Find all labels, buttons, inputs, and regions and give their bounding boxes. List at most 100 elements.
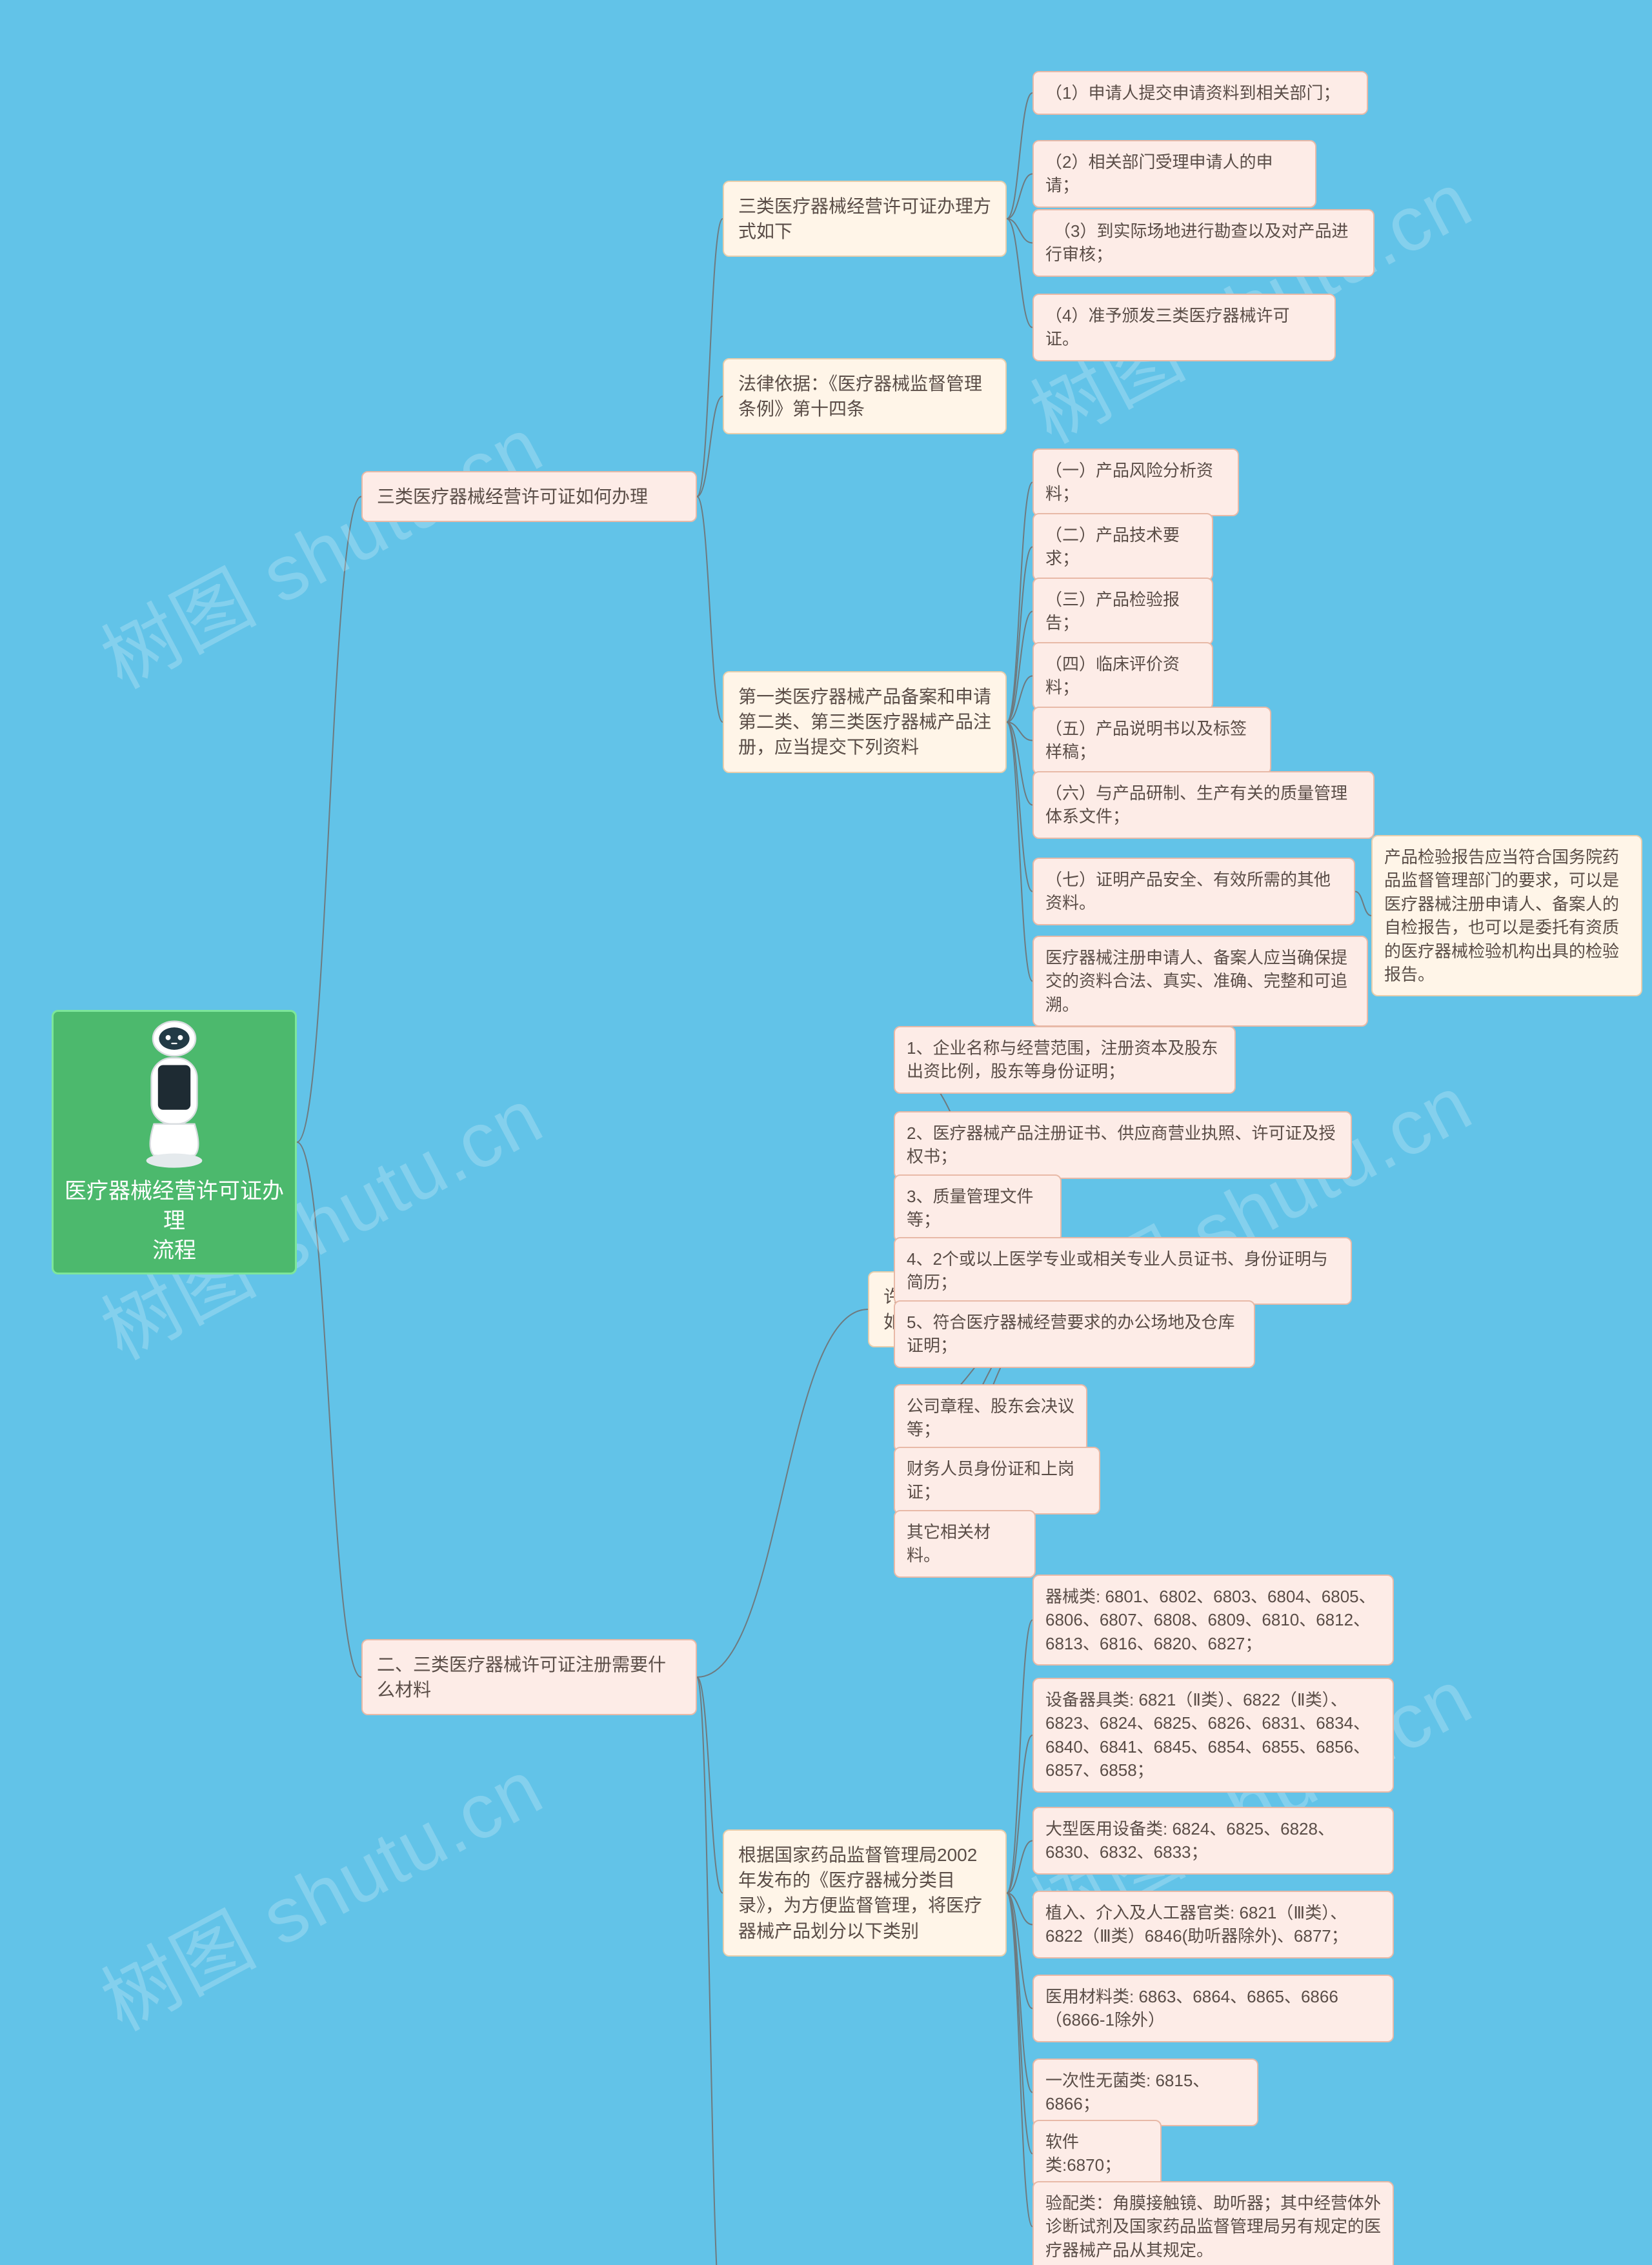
mindmap-node[interactable]: 植入、介入及人工器官类: 6821（Ⅲ类）、6822（Ⅲ类）6846(助听器除外… <box>1032 1891 1394 1958</box>
node-text: 第一类医疗器械产品备案和申请第二类、第三类医疗器械产品注册，应当提交下列资料 <box>738 687 991 757</box>
connector-line <box>1007 722 1032 892</box>
mindmap-node[interactable]: 软件类:6870； <box>1032 2120 1162 2188</box>
connector-line <box>1007 1893 1032 2227</box>
mindmap-node[interactable]: （七）证明产品安全、有效所需的其他资料。 <box>1032 858 1355 925</box>
connector-line <box>1007 722 1032 982</box>
mindmap-canvas: 树图 shutu.cn树图 shutu.cn树图 shutu.cn树图 shut… <box>0 0 1652 2265</box>
connector-line <box>697 1309 868 1677</box>
mindmap-node[interactable]: 第一类医疗器械产品备案和申请第二类、第三类医疗器械产品注册，应当提交下列资料 <box>723 671 1007 773</box>
mindmap-node[interactable]: （2）相关部门受理申请人的申请； <box>1032 140 1316 208</box>
node-text: 医用材料类: 6863、6864、6865、6866（6866-1除外） <box>1045 1987 1338 2029</box>
mindmap-node[interactable]: （三）产品检验报告； <box>1032 578 1213 645</box>
mindmap-node[interactable]: 三类医疗器械经营许可证办理方式如下 <box>723 181 1007 257</box>
connector-line <box>1007 722 1032 805</box>
mindmap-node[interactable]: 法律依据：《医疗器械监督管理条例》第十四条 <box>723 358 1007 434</box>
node-text: 器械类: 6801、6802、6803、6804、6805、6806、6807、… <box>1045 1587 1376 1653</box>
node-text: 财务人员身份证和上岗证； <box>907 1459 1074 1502</box>
connector-line <box>1007 219 1032 243</box>
mindmap-node[interactable]: 设备器具类: 6821（Ⅱ类）、6822（Ⅱ类）、6823、6824、6825、… <box>1032 1678 1394 1793</box>
node-text: 验配类：角膜接触镜、助听器；其中经营体外诊断试剂及国家药品监督管理局另有规定的医… <box>1045 2193 1381 2260</box>
mindmap-node[interactable]: 财务人员身份证和上岗证； <box>894 1447 1100 1515</box>
mindmap-node[interactable]: 5、符合医疗器械经营要求的办公场地及仓库证明； <box>894 1300 1255 1368</box>
node-text: 医疗器械注册申请人、备案人应当确保提交的资料合法、真实、准确、完整和可追溯。 <box>1045 948 1347 1014</box>
mindmap-node[interactable]: 根据国家药品监督管理局2002年发布的《医疗器械分类目录》，为方便监督管理，将医… <box>723 1829 1007 1957</box>
node-text: 三类医疗器械经营许可证如何办理 <box>377 487 648 507</box>
connector-line <box>1007 219 1032 328</box>
node-text: （4）准予颁发三类医疗器械许可证。 <box>1045 306 1289 348</box>
root-title: 医疗器械经营许可证办理 流程 <box>60 1177 288 1266</box>
mindmap-node[interactable]: 大型医用设备类: 6824、6825、6828、6830、6832、6833； <box>1032 1807 1394 1875</box>
connector-line <box>1007 1735 1032 1893</box>
mindmap-node[interactable]: （一）产品风险分析资料； <box>1032 448 1239 516</box>
mindmap-node[interactable]: （3）到实际场地进行勘查以及对产品进行审核； <box>1032 209 1375 277</box>
connector-line <box>697 396 723 497</box>
connector-line <box>1007 1841 1032 1893</box>
node-text: 1、企业名称与经营范围，注册资本及股东出资比例，股东等身份证明； <box>907 1038 1218 1081</box>
mindmap-node[interactable]: 公司章程、股东会决议等； <box>894 1384 1087 1452</box>
mindmap-node[interactable]: （二）产品技术要求； <box>1032 513 1213 581</box>
node-text: 5、符合医疗器械经营要求的办公场地及仓库证明； <box>907 1313 1234 1355</box>
node-text: （七）证明产品安全、有效所需的其他资料。 <box>1045 870 1331 912</box>
node-text: 三类医疗器械经营许可证办理方式如下 <box>738 196 991 241</box>
connector-line <box>1007 1893 1032 2093</box>
mindmap-node[interactable]: （4）准予颁发三类医疗器械许可证。 <box>1032 294 1336 361</box>
watermark-text: 树图 shutu.cn <box>89 1744 556 2047</box>
connector-line <box>1007 676 1032 723</box>
connector-line <box>1007 722 1032 741</box>
node-text: 植入、介入及人工器官类: 6821（Ⅲ类）、6822（Ⅲ类）6846(助听器除外… <box>1045 1903 1348 1946</box>
node-text: 4、2个或以上医学专业或相关专业人员证书、身份证明与简历； <box>907 1249 1328 1292</box>
node-text: （二）产品技术要求； <box>1045 525 1180 568</box>
node-text: （3）到实际场地进行勘查以及对产品进行审核； <box>1045 221 1348 264</box>
connector-line <box>1007 1893 1032 2009</box>
mindmap-node[interactable]: （五）产品说明书以及标签样稿； <box>1032 707 1271 774</box>
connector-line <box>697 1677 723 2265</box>
mindmap-node[interactable]: 医疗器械注册申请人、备案人应当确保提交的资料合法、真实、准确、完整和可追溯。 <box>1032 936 1368 1027</box>
node-text: 大型医用设备类: 6824、6825、6828、6830、6832、6833； <box>1045 1819 1335 1862</box>
node-text: （四）临床评价资料； <box>1045 654 1180 697</box>
node-text: （六）与产品研制、生产有关的质量管理体系文件； <box>1045 783 1347 826</box>
node-text: 产品检验报告应当符合国务院药品监督管理部门的要求，可以是医疗器械注册申请人、备案… <box>1384 847 1619 984</box>
mindmap-node[interactable]: （1）申请人提交申请资料到相关部门； <box>1032 71 1368 115</box>
mindmap-node[interactable]: 其它相关材料。 <box>894 1510 1036 1578</box>
mindmap-node[interactable]: 4、2个或以上医学专业或相关专业人员证书、身份证明与简历； <box>894 1237 1352 1305</box>
connector-line <box>297 1142 361 1677</box>
node-text: 公司章程、股东会决议等； <box>907 1396 1074 1439</box>
connector-line <box>697 219 723 497</box>
mindmap-node[interactable]: 医用材料类: 6863、6864、6865、6866（6866-1除外） <box>1032 1975 1394 2042</box>
mindmap-node[interactable]: 3、质量管理文件等； <box>894 1174 1062 1242</box>
connector-line <box>1007 612 1032 723</box>
node-text: （一）产品风险分析资料； <box>1045 461 1213 503</box>
connector-line <box>297 497 361 1143</box>
connector-line <box>1007 1893 1032 1925</box>
mindmap-node[interactable]: 二、三类医疗器械许可证注册需要什么材料 <box>361 1639 697 1715</box>
mindmap-node[interactable]: 验配类：角膜接触镜、助听器；其中经营体外诊断试剂及国家药品监督管理局另有规定的医… <box>1032 2181 1394 2265</box>
mindmap-node[interactable]: 一次性无菌类: 6815、6866； <box>1032 2059 1258 2126</box>
node-text: 3、质量管理文件等； <box>907 1187 1033 1229</box>
node-text: 软件类:6870； <box>1045 2132 1121 2175</box>
robot-icon <box>123 1018 226 1171</box>
node-text: 2、医疗器械产品注册证书、供应商营业执照、许可证及授权书； <box>907 1123 1335 1166</box>
connector-line <box>1355 892 1371 916</box>
watermark: 树图 shutu.cn <box>79 1726 559 2051</box>
mindmap-node[interactable]: 产品检验报告应当符合国务院药品监督管理部门的要求，可以是医疗器械注册申请人、备案… <box>1371 835 1642 996</box>
node-text: （三）产品检验报告； <box>1045 590 1180 632</box>
node-text: 其它相关材料。 <box>907 1522 991 1565</box>
node-text: 法律依据：《医疗器械监督管理条例》第十四条 <box>738 374 982 419</box>
mindmap-node[interactable]: 1、企业名称与经营范围，注册资本及股东出资比例，股东等身份证明； <box>894 1026 1236 1094</box>
connector-line <box>697 497 723 723</box>
mindmap-node[interactable]: 2、医疗器械产品注册证书、供应商营业执照、许可证及授权书； <box>894 1111 1352 1179</box>
root-node[interactable]: 医疗器械经营许可证办理 流程 <box>52 1010 297 1274</box>
connector-line <box>1007 93 1032 219</box>
node-text: 设备器具类: 6821（Ⅱ类）、6822（Ⅱ类）、6823、6824、6825、… <box>1045 1690 1370 1780</box>
mindmap-node[interactable]: 三类医疗器械经营许可证如何办理 <box>361 471 697 522</box>
connector-line <box>1007 1893 1032 2154</box>
connector-line <box>1007 174 1032 219</box>
mindmap-node[interactable]: （六）与产品研制、生产有关的质量管理体系文件； <box>1032 771 1375 839</box>
node-text: （1）申请人提交申请资料到相关部门； <box>1045 83 1340 103</box>
connector-line <box>1007 1620 1032 1893</box>
mindmap-node[interactable]: 器械类: 6801、6802、6803、6804、6805、6806、6807、… <box>1032 1575 1394 1666</box>
mindmap-node[interactable]: （四）临床评价资料； <box>1032 642 1213 710</box>
node-text: （五）产品说明书以及标签样稿； <box>1045 719 1247 761</box>
connector-line <box>1007 547 1032 723</box>
node-text: （2）相关部门受理申请人的申请； <box>1045 152 1273 195</box>
